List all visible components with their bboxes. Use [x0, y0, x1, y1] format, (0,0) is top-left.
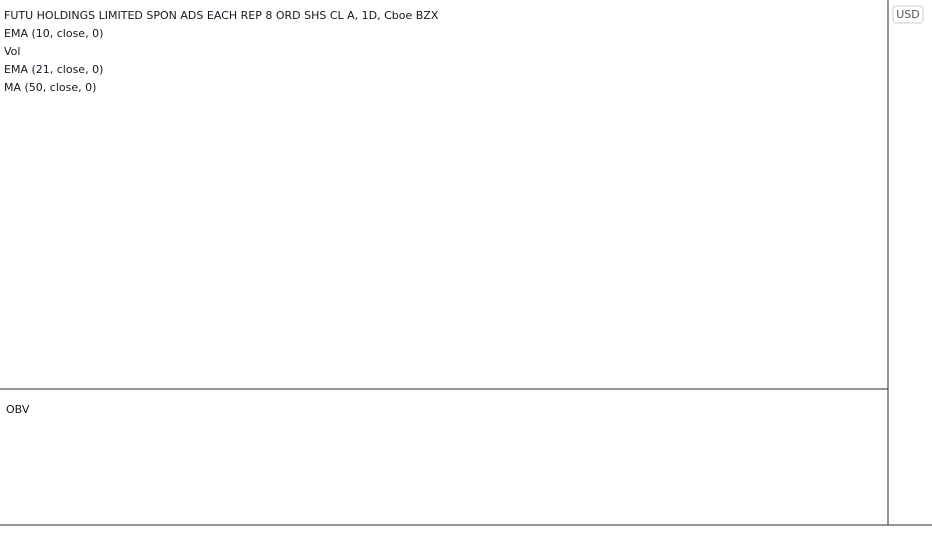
legend-item: EMA (10, close, 0)	[4, 27, 103, 40]
legend-item: MA (50, close, 0)	[4, 81, 96, 94]
currency-button[interactable]	[892, 5, 924, 24]
chart-title: FUTU HOLDINGS LIMITED SPON ADS EACH REP …	[4, 9, 439, 22]
legend-item: Vol	[4, 45, 20, 58]
legend-item: EMA (21, close, 0)	[4, 63, 103, 76]
obv-label: OBV	[6, 403, 30, 416]
currency[interactable]: USD	[896, 8, 920, 21]
